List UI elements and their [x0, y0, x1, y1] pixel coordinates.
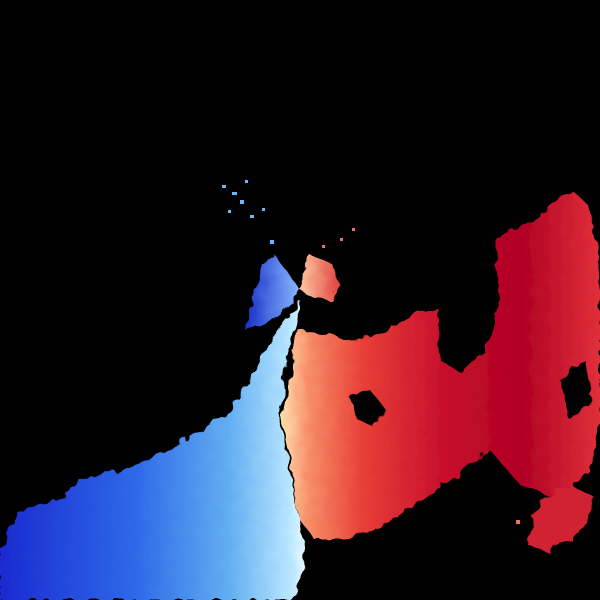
- speckle: [245, 180, 248, 183]
- inbound-core: [245, 255, 300, 330]
- scatter-echo: [322, 228, 520, 524]
- inbound-echo: [0, 300, 305, 600]
- speckle: [322, 245, 325, 248]
- speckle: [340, 238, 343, 241]
- speckle: [352, 228, 355, 231]
- outbound-fragment: [528, 485, 592, 552]
- echo-gap: [350, 392, 386, 426]
- speckle: [262, 208, 265, 211]
- outbound-core: [300, 255, 340, 300]
- speckle: [240, 200, 244, 204]
- outbound-echo: [282, 190, 600, 540]
- echo-gap: [560, 360, 592, 420]
- speckle: [270, 240, 274, 244]
- speckle: [222, 185, 226, 188]
- speckle: [232, 192, 237, 195]
- speckle: [516, 520, 520, 524]
- scatter-echo: [222, 180, 274, 244]
- speckle: [228, 210, 231, 213]
- speckle: [250, 215, 254, 218]
